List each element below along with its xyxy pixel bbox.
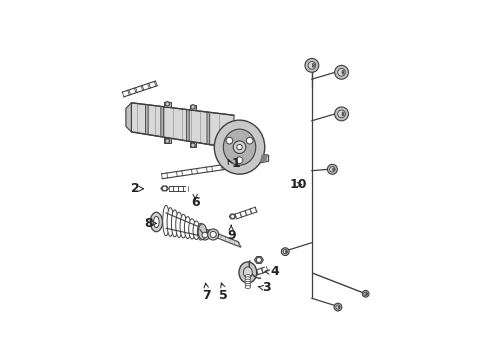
Polygon shape: [161, 186, 168, 191]
Polygon shape: [161, 107, 163, 137]
Ellipse shape: [171, 210, 178, 237]
Text: 6: 6: [190, 195, 199, 209]
Ellipse shape: [153, 216, 159, 228]
Ellipse shape: [162, 186, 166, 191]
Ellipse shape: [285, 252, 286, 253]
Ellipse shape: [210, 231, 216, 238]
Ellipse shape: [312, 63, 314, 66]
Text: 8: 8: [144, 217, 153, 230]
Ellipse shape: [167, 208, 173, 237]
Text: 9: 9: [226, 229, 235, 242]
Ellipse shape: [175, 212, 182, 238]
Polygon shape: [163, 138, 170, 143]
Text: 4: 4: [269, 265, 278, 278]
Ellipse shape: [163, 205, 169, 236]
Polygon shape: [206, 229, 241, 247]
Ellipse shape: [362, 291, 368, 297]
Ellipse shape: [230, 215, 234, 219]
Ellipse shape: [225, 137, 232, 144]
Ellipse shape: [334, 107, 348, 121]
Text: 1: 1: [231, 157, 240, 170]
Ellipse shape: [244, 277, 250, 280]
Ellipse shape: [198, 224, 206, 239]
Ellipse shape: [233, 141, 245, 153]
Ellipse shape: [246, 137, 252, 144]
Ellipse shape: [256, 257, 261, 262]
Ellipse shape: [312, 65, 314, 67]
Polygon shape: [145, 105, 148, 134]
Ellipse shape: [244, 284, 250, 286]
Ellipse shape: [283, 249, 287, 254]
Ellipse shape: [281, 248, 288, 256]
Ellipse shape: [337, 68, 345, 76]
Ellipse shape: [202, 232, 207, 238]
Ellipse shape: [184, 217, 191, 238]
Polygon shape: [189, 105, 196, 110]
Text: 2: 2: [131, 182, 140, 195]
Ellipse shape: [329, 167, 334, 172]
Polygon shape: [186, 110, 189, 141]
Ellipse shape: [243, 267, 252, 278]
Ellipse shape: [338, 307, 339, 308]
Ellipse shape: [363, 292, 366, 296]
Polygon shape: [125, 103, 131, 132]
Ellipse shape: [341, 112, 344, 114]
Ellipse shape: [335, 305, 339, 309]
Ellipse shape: [190, 143, 195, 148]
Text: 7: 7: [202, 288, 210, 302]
Ellipse shape: [165, 102, 169, 106]
Ellipse shape: [341, 71, 344, 72]
Ellipse shape: [365, 294, 366, 295]
Polygon shape: [229, 214, 235, 219]
Ellipse shape: [334, 66, 348, 79]
Polygon shape: [206, 112, 209, 144]
Ellipse shape: [214, 120, 264, 174]
Text: 5: 5: [218, 288, 227, 302]
Ellipse shape: [332, 168, 333, 170]
Ellipse shape: [165, 139, 169, 143]
Polygon shape: [131, 103, 233, 149]
Ellipse shape: [200, 230, 209, 240]
Ellipse shape: [244, 279, 250, 282]
Polygon shape: [257, 153, 268, 163]
Ellipse shape: [337, 110, 345, 118]
Ellipse shape: [180, 214, 186, 238]
Ellipse shape: [332, 169, 333, 171]
Ellipse shape: [244, 275, 250, 278]
Ellipse shape: [327, 164, 337, 174]
Ellipse shape: [207, 229, 218, 240]
Ellipse shape: [365, 293, 366, 294]
Ellipse shape: [338, 306, 339, 307]
Ellipse shape: [341, 72, 344, 74]
Ellipse shape: [239, 262, 256, 283]
Ellipse shape: [190, 105, 195, 109]
Ellipse shape: [307, 62, 315, 69]
Ellipse shape: [285, 251, 286, 252]
Ellipse shape: [341, 114, 344, 116]
Ellipse shape: [236, 144, 242, 150]
Text: 3: 3: [261, 281, 270, 294]
Ellipse shape: [236, 157, 243, 163]
Ellipse shape: [305, 58, 318, 72]
Ellipse shape: [244, 281, 250, 284]
Ellipse shape: [223, 129, 255, 165]
Ellipse shape: [193, 221, 199, 239]
Polygon shape: [163, 102, 170, 107]
Polygon shape: [254, 257, 263, 263]
Text: 10: 10: [289, 178, 306, 191]
Ellipse shape: [333, 303, 341, 311]
Ellipse shape: [244, 286, 250, 288]
Polygon shape: [189, 142, 196, 147]
Ellipse shape: [188, 219, 195, 239]
Ellipse shape: [197, 223, 203, 240]
Ellipse shape: [150, 212, 162, 232]
